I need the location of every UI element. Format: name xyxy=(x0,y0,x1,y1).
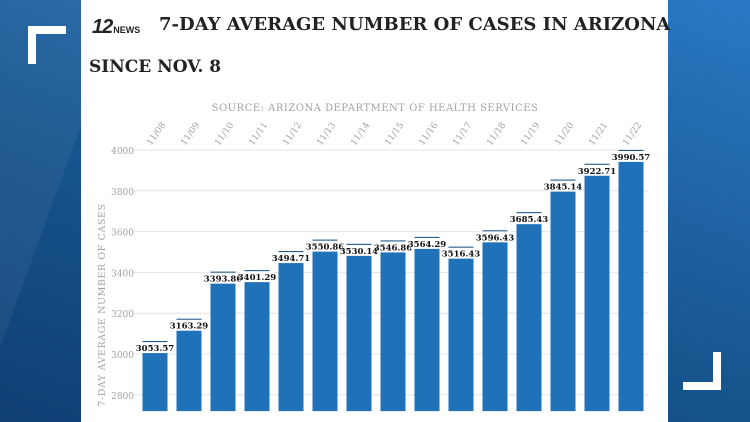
data-label: 3990.57 xyxy=(612,153,651,163)
data-label: 3922.71 xyxy=(578,167,617,177)
x-tick-label: 11/20 xyxy=(553,121,576,148)
bar xyxy=(346,245,372,412)
bar xyxy=(448,248,474,412)
bar xyxy=(176,320,202,412)
data-label-bg xyxy=(376,241,410,253)
data-label-bg xyxy=(206,272,240,284)
x-tick-label: 11/16 xyxy=(417,121,440,148)
y-tick-label: 3000 xyxy=(111,351,134,361)
x-tick-label: 11/08 xyxy=(145,121,168,148)
y-tick-label: 3600 xyxy=(111,229,134,239)
data-label-bg xyxy=(546,180,580,192)
bar xyxy=(414,238,440,412)
corner-bracket-bottom-right xyxy=(683,352,721,390)
y-axis-label: 7-DAY AVERAGE NUMBER OF CASES xyxy=(97,203,108,406)
x-tick-label: 11/17 xyxy=(451,121,474,148)
data-label: 3546.86 xyxy=(374,243,413,253)
x-tick-label: 11/22 xyxy=(621,121,644,148)
data-label: 3596.43 xyxy=(476,233,515,243)
x-tick-label: 11/12 xyxy=(281,121,304,148)
data-label-bg xyxy=(444,247,478,259)
bar xyxy=(312,241,338,412)
bar xyxy=(142,343,168,412)
x-tick-label: 11/10 xyxy=(213,121,236,148)
bar xyxy=(550,181,576,412)
x-tick-label: 11/14 xyxy=(349,121,372,148)
bar xyxy=(244,272,270,412)
x-tick-label: 11/21 xyxy=(587,121,610,148)
station-logo: 12 NEWS xyxy=(92,16,140,38)
x-tick-label: 11/11 xyxy=(247,121,270,148)
data-label: 3685.43 xyxy=(510,215,549,225)
chart-subtitle: SINCE NOV. 8 xyxy=(89,57,222,77)
data-label: 3530.14 xyxy=(340,247,379,257)
x-tick-label: 11/15 xyxy=(383,121,406,148)
logo-number: 12 xyxy=(92,15,113,38)
data-label-bg xyxy=(138,342,172,354)
bar xyxy=(380,242,406,412)
data-label-bg xyxy=(240,271,274,283)
data-label-bg xyxy=(342,244,376,256)
source-note: SOURCE: ARIZONA DEPARTMENT OF HEALTH SER… xyxy=(211,103,539,114)
bar xyxy=(584,165,610,412)
y-tick-label: 3800 xyxy=(111,188,134,198)
data-label: 3516.43 xyxy=(442,250,481,260)
data-label-bg xyxy=(614,150,648,162)
data-label: 3494.71 xyxy=(272,254,311,264)
bar xyxy=(482,232,508,412)
y-tick-label: 3400 xyxy=(111,269,134,279)
y-tick-label: 2800 xyxy=(111,392,134,402)
bar xyxy=(210,273,236,412)
chart-title: 7-DAY AVERAGE NUMBER OF CASES IN ARIZONA xyxy=(159,14,671,35)
x-tick-label: 11/09 xyxy=(179,121,202,148)
x-tick-label: 11/18 xyxy=(485,121,508,148)
data-label-bg xyxy=(580,164,614,176)
x-tick-label: 11/13 xyxy=(315,121,338,148)
logo-word: NEWS xyxy=(113,24,141,35)
data-label: 3163.29 xyxy=(170,322,209,332)
data-label: 3393.86 xyxy=(204,275,243,285)
data-label-bg xyxy=(274,252,308,264)
bar xyxy=(516,214,542,412)
corner-bracket-top-left xyxy=(28,26,66,64)
y-tick-label: 3200 xyxy=(111,310,134,320)
data-label-bg xyxy=(308,240,342,252)
data-label-bg xyxy=(512,213,546,225)
data-label: 3401.29 xyxy=(238,273,277,283)
data-label-bg xyxy=(478,231,512,243)
bar xyxy=(618,151,644,412)
x-tick-label: 11/19 xyxy=(519,121,542,148)
data-label: 3053.57 xyxy=(136,344,175,354)
data-label-bg xyxy=(410,237,444,249)
bar xyxy=(278,253,304,412)
data-label: 3564.29 xyxy=(408,240,447,250)
data-label: 3845.14 xyxy=(544,183,583,193)
y-tick-label: 4000 xyxy=(111,147,134,157)
data-label-bg xyxy=(172,319,206,331)
data-label: 3550.86 xyxy=(306,243,345,253)
